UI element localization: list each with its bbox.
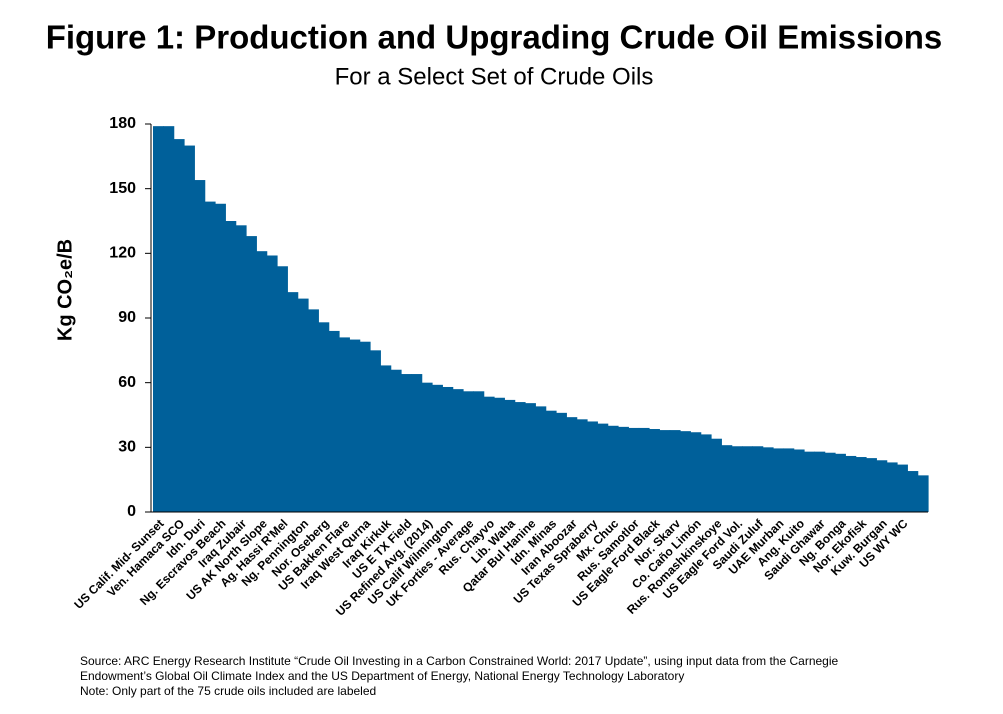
bar: [690, 432, 702, 512]
bar: [618, 426, 629, 512]
bar: [494, 397, 505, 512]
bar: [266, 255, 278, 512]
bar: [845, 455, 857, 512]
bar: [535, 406, 547, 512]
bar: [907, 471, 919, 512]
bar: [576, 419, 588, 512]
bar: [504, 399, 516, 512]
bar: [349, 339, 361, 512]
y-tick-label: 60: [118, 374, 136, 391]
bar: [773, 448, 784, 512]
bar: [215, 203, 226, 512]
source-line: Source: ARC Energy Research Institute “C…: [80, 654, 839, 668]
bar: [194, 180, 206, 513]
y-tick-label: 30: [118, 439, 136, 456]
bar: [835, 453, 846, 512]
bar: [669, 430, 681, 512]
bar: [421, 382, 433, 512]
bar: [855, 457, 867, 512]
bar: [318, 322, 330, 512]
bar: [246, 236, 257, 513]
bar: [607, 425, 619, 512]
bar: [525, 403, 536, 512]
bar: [721, 445, 733, 512]
bar: [390, 369, 402, 512]
y-axis-label: Kg CO₂e/B: [54, 239, 76, 341]
bar: [380, 365, 392, 512]
bar: [328, 330, 340, 512]
bar: [184, 145, 195, 513]
bar: [752, 446, 764, 512]
bar: [700, 434, 712, 512]
y-tick-label: 120: [109, 245, 136, 262]
bar: [866, 458, 877, 512]
bar: [163, 126, 175, 513]
bar: [556, 412, 567, 512]
source-line: Endowment’s Global Oil Climate Index and…: [80, 669, 684, 683]
bar: [339, 337, 350, 512]
bar: [401, 374, 412, 512]
bar: [256, 251, 268, 512]
bar: [463, 391, 474, 512]
bar: [473, 391, 485, 512]
bar: [153, 126, 164, 513]
bar: [442, 386, 454, 512]
bar: [731, 446, 743, 512]
bar: [783, 448, 795, 512]
bar: [545, 410, 557, 512]
bar: [483, 396, 495, 512]
bar: [886, 462, 898, 512]
bar: [235, 225, 247, 513]
bar: [711, 438, 722, 512]
bar: [649, 429, 660, 512]
bar: [308, 309, 319, 512]
bar: [659, 430, 671, 512]
bar: [359, 341, 371, 512]
bar: [897, 464, 908, 512]
bar: [432, 384, 443, 512]
bar: [628, 427, 640, 512]
bar: [814, 451, 826, 512]
bar: [680, 431, 691, 512]
bar: [762, 447, 774, 512]
bar: [876, 460, 888, 512]
bar: [370, 350, 381, 512]
bar: [204, 201, 216, 512]
y-tick-label: 150: [109, 180, 136, 197]
bar: [597, 423, 609, 512]
bar: [277, 266, 288, 512]
bar: [824, 452, 836, 512]
bar: [638, 427, 650, 512]
chart-title: Figure 1: Production and Upgrading Crude…: [46, 19, 943, 56]
chart-subtitle: For a Select Set of Crude Oils: [335, 63, 654, 90]
bar: [566, 417, 578, 512]
bar: [173, 139, 185, 513]
bar: [452, 389, 464, 512]
bar: [587, 421, 598, 512]
y-tick-label: 180: [109, 115, 136, 132]
bar: [411, 374, 423, 512]
bar: [297, 298, 309, 512]
bar: [804, 451, 815, 512]
bar: [742, 446, 753, 512]
bar: [793, 449, 805, 512]
y-tick-label: 0: [127, 503, 136, 520]
y-tick-label: 90: [118, 309, 136, 326]
bar: [917, 475, 929, 512]
bar: [225, 221, 237, 512]
note-line: Note: Only part of the 75 crude oils inc…: [80, 684, 376, 698]
bar: [287, 292, 299, 512]
bar: [514, 402, 526, 512]
